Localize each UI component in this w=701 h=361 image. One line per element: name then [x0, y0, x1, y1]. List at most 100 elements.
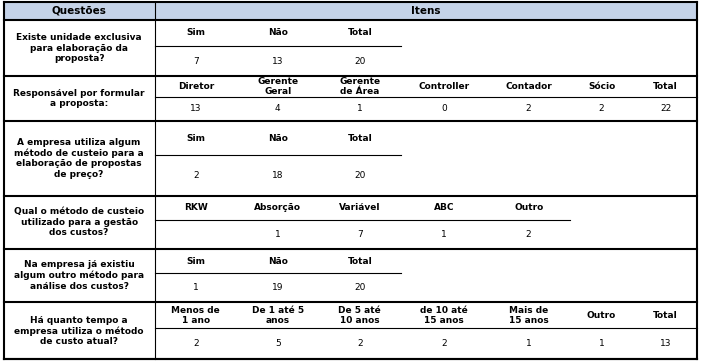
Bar — [488, 19, 570, 77]
Bar — [401, 77, 488, 121]
Text: 7: 7 — [357, 230, 362, 239]
Text: 7: 7 — [193, 57, 198, 66]
Bar — [401, 249, 488, 302]
Text: 1: 1 — [442, 230, 447, 239]
Text: de 10 até
15 anos: de 10 até 15 anos — [421, 306, 468, 325]
Bar — [570, 249, 634, 302]
Bar — [570, 19, 634, 77]
Text: ABC: ABC — [434, 203, 454, 212]
Bar — [4, 196, 155, 249]
Text: 19: 19 — [272, 283, 283, 292]
Text: 20: 20 — [354, 171, 365, 180]
Text: Contador: Contador — [505, 82, 552, 91]
Text: Gerente
Geral: Gerente Geral — [257, 77, 299, 96]
Text: Sim: Sim — [186, 28, 205, 37]
Bar — [237, 121, 319, 196]
Text: Menos de
1 ano: Menos de 1 ano — [172, 306, 220, 325]
Bar — [634, 121, 697, 196]
Text: 1: 1 — [193, 283, 198, 292]
Bar — [488, 249, 570, 302]
Text: RKW: RKW — [184, 203, 207, 212]
Bar — [155, 19, 237, 77]
Text: Gerente
de Área: Gerente de Área — [339, 77, 381, 96]
Bar — [4, 2, 155, 19]
Bar — [319, 249, 401, 302]
Text: Diretor: Diretor — [177, 82, 214, 91]
Text: Total: Total — [653, 82, 678, 91]
Bar — [4, 302, 155, 359]
Text: 1: 1 — [599, 339, 604, 348]
Text: 5: 5 — [275, 339, 280, 348]
Bar — [4, 121, 155, 196]
Bar — [237, 19, 319, 77]
Text: Não: Não — [268, 257, 287, 266]
Text: 20: 20 — [354, 57, 365, 66]
Text: 0: 0 — [442, 104, 447, 113]
Text: De 1 até 5
anos: De 1 até 5 anos — [252, 306, 304, 325]
Bar — [570, 196, 634, 249]
Bar — [634, 196, 697, 249]
Bar — [155, 121, 237, 196]
Text: Mais de
15 anos: Mais de 15 anos — [509, 306, 548, 325]
Bar — [319, 121, 401, 196]
Text: 13: 13 — [272, 57, 283, 66]
Text: 13: 13 — [660, 339, 672, 348]
Text: 2: 2 — [599, 104, 604, 113]
Bar — [155, 196, 237, 249]
Bar — [634, 77, 697, 121]
Text: Há quanto tempo a
empresa utiliza o método
de custo atual?: Há quanto tempo a empresa utiliza o méto… — [15, 316, 144, 346]
Text: Não: Não — [268, 134, 287, 143]
Text: Total: Total — [348, 28, 372, 37]
Text: Qual o método de custeio
utilizado para a gestão
dos custos?: Qual o método de custeio utilizado para … — [14, 207, 144, 237]
Bar — [401, 19, 488, 77]
Bar — [488, 196, 570, 249]
Bar — [401, 121, 488, 196]
Text: Itens: Itens — [411, 6, 441, 16]
Text: 22: 22 — [660, 104, 671, 113]
Bar — [570, 121, 634, 196]
Text: 2: 2 — [442, 339, 447, 348]
Text: 20: 20 — [354, 283, 365, 292]
Text: Total: Total — [348, 134, 372, 143]
Bar — [155, 302, 237, 359]
Text: Não: Não — [268, 28, 287, 37]
Bar — [237, 196, 319, 249]
Text: De 5 até
10 anos: De 5 até 10 anos — [339, 306, 381, 325]
Bar — [319, 302, 401, 359]
Bar — [634, 249, 697, 302]
Text: Controller: Controller — [418, 82, 470, 91]
Bar — [634, 302, 697, 359]
Text: Questões: Questões — [52, 6, 107, 16]
Text: 1: 1 — [275, 230, 280, 239]
Bar — [570, 77, 634, 121]
Text: Outro: Outro — [587, 311, 616, 320]
Text: 4: 4 — [275, 104, 280, 113]
Text: Sócio: Sócio — [588, 82, 615, 91]
Text: Outro: Outro — [514, 203, 543, 212]
Text: Total: Total — [348, 257, 372, 266]
Bar — [4, 249, 155, 302]
Text: Sim: Sim — [186, 257, 205, 266]
Text: 2: 2 — [357, 339, 362, 348]
Text: 2: 2 — [193, 171, 198, 180]
Text: Sim: Sim — [186, 134, 205, 143]
Bar — [237, 77, 319, 121]
Text: 18: 18 — [272, 171, 283, 180]
Bar — [319, 77, 401, 121]
Bar — [570, 302, 634, 359]
Text: Absorção: Absorção — [254, 203, 301, 212]
Bar — [4, 77, 155, 121]
Text: Variável: Variável — [339, 203, 381, 212]
Bar — [401, 302, 488, 359]
Bar — [488, 302, 570, 359]
Bar — [488, 121, 570, 196]
Text: 1: 1 — [357, 104, 362, 113]
Bar — [319, 19, 401, 77]
Bar — [401, 196, 488, 249]
Bar — [237, 302, 319, 359]
Text: Responsável por formular
a proposta:: Responsável por formular a proposta: — [13, 89, 145, 108]
Bar — [319, 196, 401, 249]
Text: Total: Total — [653, 311, 678, 320]
Bar — [488, 77, 570, 121]
Bar — [155, 2, 697, 19]
